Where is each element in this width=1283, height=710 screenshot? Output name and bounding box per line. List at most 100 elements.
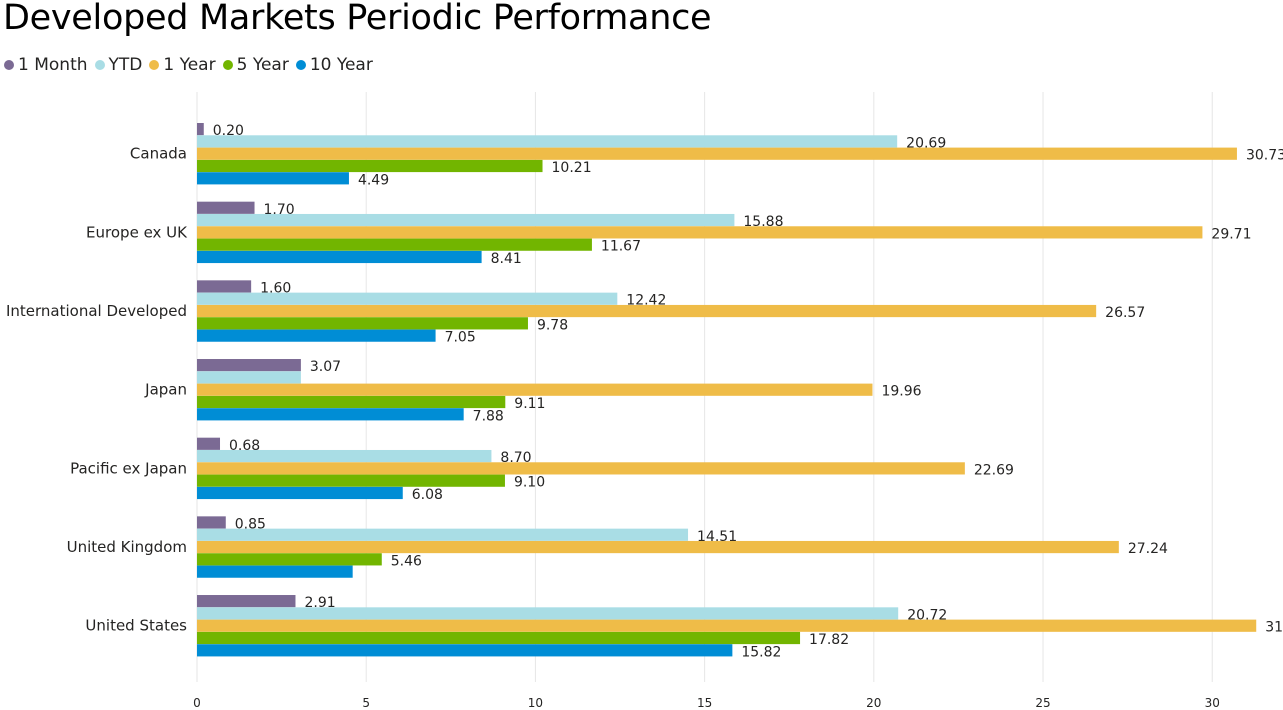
- legend-dot-icon: [94, 60, 105, 70]
- x-tick-label: 10: [528, 696, 543, 710]
- data-label: 7.05: [445, 330, 476, 346]
- data-label: 9.11: [514, 396, 545, 412]
- bar-5-year-united-kingdom[interactable]: [197, 553, 382, 566]
- legend-label: 10 Year: [309, 55, 373, 75]
- data-label: 11.67: [601, 239, 641, 255]
- data-label: 17.82: [809, 632, 849, 648]
- legend-label: 5 Year: [236, 55, 289, 75]
- bar-10-year-united-kingdom[interactable]: [197, 565, 353, 578]
- bar-10-year-canada[interactable]: [197, 172, 349, 185]
- data-label: 30.73: [1246, 148, 1283, 164]
- category-label: Japan: [144, 381, 187, 399]
- data-label: 10.21: [552, 160, 592, 176]
- bar-1-year-united-kingdom[interactable]: [197, 540, 1119, 554]
- bar-10-year-united-states[interactable]: [197, 644, 733, 657]
- legend-label: 1 Month: [18, 55, 88, 75]
- legend-item-ytd[interactable]: YTD: [94, 55, 143, 75]
- bar-5-year-united-states[interactable]: [197, 631, 801, 645]
- bar-5-year-international-developed[interactable]: [197, 317, 528, 330]
- bar-1-month-europe-ex-uk[interactable]: [197, 201, 255, 214]
- data-label: 22.69: [974, 462, 1014, 478]
- bar-ytd-japan[interactable]: [197, 371, 301, 384]
- bar-ytd-canada[interactable]: [197, 135, 898, 148]
- bar-5-year-pacific-ex-japan[interactable]: [197, 474, 505, 487]
- data-label: 27.24: [1128, 541, 1168, 557]
- data-label: 7.88: [473, 408, 504, 424]
- bar-5-year-canada[interactable]: [197, 159, 543, 173]
- bar-10-year-international-developed[interactable]: [197, 329, 436, 342]
- bar-1-year-canada[interactable]: [197, 147, 1237, 160]
- data-label: 0.68: [229, 438, 260, 454]
- data-label: 0.20: [213, 123, 244, 139]
- data-label: 15.88: [743, 214, 783, 230]
- bar-1-month-japan[interactable]: [197, 359, 301, 372]
- data-label: 12.42: [626, 293, 666, 309]
- category-label: United States: [85, 617, 187, 635]
- bar-10-year-europe-ex-uk[interactable]: [197, 250, 482, 264]
- data-label: 8.70: [500, 450, 531, 466]
- category-label: Europe ex UK: [86, 223, 188, 241]
- data-label: 3.07: [310, 359, 341, 375]
- category-label: International Developed: [6, 302, 187, 320]
- data-label: 29.71: [1211, 226, 1251, 242]
- legend-dot-icon: [4, 60, 14, 70]
- category-label: Canada: [130, 145, 187, 163]
- data-label: 4.49: [358, 172, 389, 188]
- bar-1-year-europe-ex-uk[interactable]: [197, 226, 1203, 239]
- bar-ytd-international-developed[interactable]: [197, 292, 618, 305]
- data-label: 2.91: [304, 595, 335, 611]
- category-label: United Kingdom: [67, 538, 187, 556]
- legend: 1 Month YTD 1 Year 5 Year 10 Year: [4, 55, 380, 75]
- data-label: 5.46: [391, 553, 422, 569]
- x-tick-label: 30: [1205, 696, 1220, 710]
- x-tick-label: 5: [362, 696, 370, 710]
- bar-10-year-japan[interactable]: [197, 408, 464, 421]
- data-label: 31.30: [1265, 620, 1283, 636]
- bar-1-month-canada[interactable]: [197, 123, 204, 136]
- data-label: 9.10: [514, 475, 545, 491]
- legend-dot-icon: [222, 60, 233, 70]
- data-label: 9.78: [537, 317, 568, 333]
- bar-1-year-japan[interactable]: [197, 383, 873, 396]
- bar-5-year-japan[interactable]: [197, 395, 506, 409]
- x-tick-label: 0: [193, 696, 201, 710]
- category-label: Pacific ex Japan: [70, 459, 187, 477]
- legend-item-1-year[interactable]: 1 Year: [149, 55, 216, 75]
- data-label: 20.72: [907, 607, 947, 623]
- data-label: 0.85: [235, 516, 266, 532]
- x-tick-label: 25: [1035, 696, 1050, 710]
- bar-1-year-international-developed[interactable]: [197, 304, 1097, 318]
- x-tick-label: 15: [697, 696, 712, 710]
- legend-item-10-year[interactable]: 10 Year: [295, 55, 373, 75]
- data-label: 1.60: [260, 280, 291, 296]
- bar-ytd-europe-ex-uk[interactable]: [197, 213, 735, 227]
- data-label: 1.70: [264, 202, 295, 218]
- x-tick-label: 20: [866, 696, 881, 710]
- data-label: 15.82: [741, 644, 781, 660]
- bar-10-year-pacific-ex-japan[interactable]: [197, 486, 403, 500]
- legend-label: 1 Year: [163, 55, 216, 75]
- data-label: 14.51: [697, 529, 737, 545]
- bar-ytd-pacific-ex-japan[interactable]: [197, 449, 492, 463]
- bar-1-month-pacific-ex-japan[interactable]: [197, 437, 221, 450]
- bar-1-month-united-kingdom[interactable]: [197, 516, 226, 529]
- legend-item-5-year[interactable]: 5 Year: [222, 55, 289, 75]
- bar-1-year-pacific-ex-japan[interactable]: [197, 462, 965, 475]
- data-label: 20.69: [906, 135, 946, 151]
- bar-ytd-united-kingdom[interactable]: [197, 528, 689, 541]
- bar-1-month-international-developed[interactable]: [197, 280, 252, 293]
- legend-label: YTD: [108, 55, 143, 75]
- bar-ytd-united-states[interactable]: [197, 607, 899, 620]
- data-label: 8.41: [491, 251, 522, 267]
- legend-dot-icon: [295, 60, 306, 70]
- legend-item-1-month[interactable]: 1 Month: [4, 55, 88, 75]
- bar-1-month-united-states[interactable]: [197, 595, 296, 608]
- data-label: 6.08: [412, 487, 443, 503]
- bar-1-year-united-states[interactable]: [197, 619, 1257, 632]
- data-label: 19.96: [881, 384, 921, 400]
- data-label: 26.57: [1105, 305, 1145, 321]
- legend-dot-icon: [149, 60, 160, 70]
- bar-5-year-europe-ex-uk[interactable]: [197, 238, 592, 251]
- chart-title: Developed Markets Periodic Performance: [3, 0, 712, 38]
